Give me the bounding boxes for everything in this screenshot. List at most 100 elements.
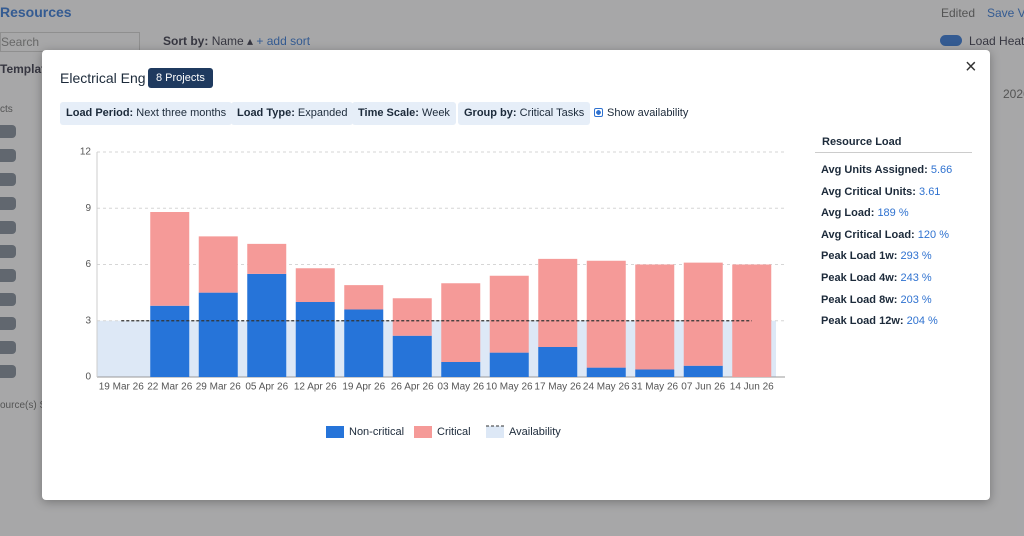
- bar-segment: [489, 352, 529, 377]
- bar-segment: [392, 335, 432, 377]
- legend-label: Critical: [437, 426, 471, 438]
- stat-value: 293 %: [900, 250, 932, 263]
- stat-value: 120 %: [917, 228, 949, 241]
- bar-segment: [635, 369, 675, 377]
- x-tick-label: 17 May 26: [534, 382, 581, 393]
- bar-segment: [150, 212, 190, 306]
- stat-label: Peak Load 8w:: [821, 293, 898, 306]
- x-tick-label: 03 May 26: [437, 382, 484, 393]
- stat-value: 5.66: [930, 164, 953, 176]
- stat-value: 189 %: [877, 207, 909, 220]
- x-tick-label: 31 May 26: [631, 382, 678, 393]
- badge[interactable]: 8 Projects: [148, 68, 213, 88]
- column-header: cts: [0, 104, 13, 115]
- bar-segment: [247, 273, 287, 377]
- legend-swatch: [326, 426, 344, 438]
- bar-segment: [295, 302, 335, 377]
- bar-segment: [392, 298, 432, 336]
- heat-map-label: Load Heat M: [969, 34, 1024, 48]
- sort-label: Sort by:: [163, 34, 209, 48]
- bar-segment: [198, 236, 238, 293]
- page-title: Resources: [0, 4, 72, 20]
- x-tick-label: 19 Apr 26: [342, 382, 385, 393]
- stat-value: 3.61: [919, 185, 941, 198]
- filter-label: Time Scale:: [358, 107, 419, 119]
- footer: ource(s) S: [0, 400, 47, 411]
- x-tick-label: 10 May 26: [486, 382, 533, 393]
- x-tick-label: 26 Apr 26: [391, 382, 434, 393]
- stat-label: Peak Load 12w:: [821, 315, 904, 328]
- chart: 0 3 6 9 12 19 Mar 26 22 Mar 26 29 Mar 26 05 Apr …: [80, 147, 785, 438]
- filter-label: Load Type:: [237, 107, 295, 119]
- legend-swatch: [486, 426, 504, 438]
- filter[interactable]: Group by: Critical Tasks: [458, 102, 591, 125]
- filter[interactable]: Load Type: Expanded: [231, 102, 354, 125]
- bar-segment: [247, 243, 287, 274]
- stat-value: 204 %: [906, 315, 938, 328]
- stat-row: Peak Load 4w: 243 %: [821, 272, 932, 284]
- y-tick-label: 9: [85, 203, 91, 214]
- checkbox[interactable]: [594, 108, 603, 117]
- save-button[interactable]: Save Vi: [987, 6, 1024, 20]
- stat-row: Avg Load: 189 %: [821, 207, 909, 219]
- x-tick-label: 29 Mar 26: [196, 382, 241, 393]
- bar-segment: [441, 362, 481, 377]
- bar-segment: [586, 260, 626, 368]
- x-tick-label: 07 Jun 26: [681, 382, 725, 393]
- x-tick-label: 12 Apr 26: [294, 382, 337, 393]
- bar-segment: [635, 264, 675, 370]
- pill: [0, 317, 16, 330]
- sort[interactable]: Sort by: Name ▴ + add sort: [163, 34, 311, 48]
- bar-segment: [683, 365, 723, 377]
- pill: [0, 341, 16, 354]
- bar-segment: [683, 262, 723, 366]
- modal: Electrical Eng 8 Projects × Load Period:…: [42, 50, 990, 500]
- divider: [815, 152, 972, 153]
- stat-label: Avg Critical Units:: [821, 185, 916, 198]
- bar-segment: [538, 347, 578, 377]
- legend-swatch: [414, 426, 432, 438]
- stat-label: Peak Load 4w:: [821, 272, 898, 284]
- bar-segment: [441, 283, 481, 362]
- filter-value: Week: [422, 107, 450, 119]
- filter-label: Load Period:: [66, 107, 134, 119]
- bar-segment: [489, 275, 529, 353]
- stat-row: Peak Load 8w: 203 %: [821, 294, 932, 306]
- year: 2026: [1003, 87, 1024, 101]
- bar-segment: [150, 305, 190, 377]
- modal-title: Electrical Eng: [60, 70, 146, 86]
- stat-label: Peak Load 1w:: [821, 250, 898, 263]
- x-tick-label: 14 Jun 26: [730, 382, 774, 393]
- bar-segment: [295, 268, 335, 302]
- filter[interactable]: Time Scale: Week: [352, 102, 456, 125]
- stat-row: Avg Units Assigned: 5.66: [821, 164, 952, 176]
- add-sort[interactable]: + add sort: [256, 34, 311, 48]
- panel-title: Resource Load: [822, 136, 902, 148]
- stat-row: Avg Critical Load: 120 %: [821, 229, 949, 241]
- y-tick-label: 12: [80, 147, 92, 158]
- bar-segment: [344, 285, 384, 310]
- close-button[interactable]: ×: [965, 56, 977, 78]
- pill: [0, 197, 16, 210]
- bar-segment: [344, 309, 384, 377]
- y-tick-label: 6: [85, 259, 91, 270]
- x-tick-label: 22 Mar 26: [147, 382, 192, 393]
- pill: [0, 365, 16, 378]
- filter-label: Group by:: [464, 107, 517, 119]
- sort-value: Name: [211, 34, 244, 48]
- bar-segment: [538, 258, 578, 347]
- x-tick-label: 19 Mar 26: [99, 382, 144, 393]
- pill: [0, 173, 16, 186]
- stat-row: Peak Load 12w: 204 %: [821, 315, 938, 327]
- status: Edited: [941, 6, 976, 20]
- pill: [0, 269, 16, 282]
- checkbox-label: Show availability: [607, 107, 689, 119]
- availability-toggle[interactable]: Show availability: [594, 107, 688, 119]
- bar-segment: [198, 292, 238, 377]
- pill: [0, 149, 16, 162]
- legend-label: Availability: [509, 426, 561, 438]
- filter[interactable]: Load Period: Next three months: [60, 102, 233, 125]
- filter-value: Critical Tasks: [519, 107, 585, 119]
- toggle[interactable]: [940, 35, 962, 46]
